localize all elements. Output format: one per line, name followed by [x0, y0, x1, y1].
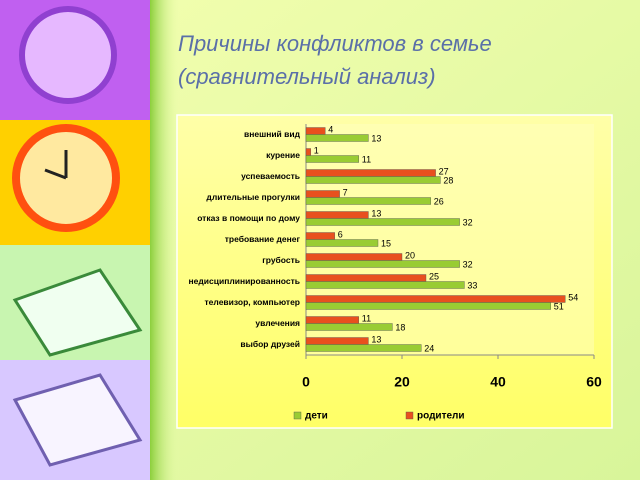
- y-tick-label: отказ в помощи по дому: [197, 213, 300, 223]
- data-label: 7: [343, 187, 348, 197]
- bar: [305, 344, 422, 352]
- data-label: 32: [463, 217, 473, 227]
- bar: [305, 155, 359, 163]
- bar: [305, 134, 369, 142]
- y-tick-label: увлечения: [255, 318, 300, 328]
- bar: [305, 239, 379, 247]
- data-label: 13: [371, 208, 381, 218]
- data-label: 54: [568, 292, 578, 302]
- y-tick-label: требование денег: [225, 234, 301, 244]
- legend-label: родители: [417, 411, 465, 422]
- data-label: 27: [439, 166, 449, 176]
- data-label: 32: [463, 259, 473, 269]
- bar: [305, 127, 326, 135]
- bar: [305, 211, 369, 219]
- data-label: 11: [362, 154, 371, 164]
- y-tick-label: телевизор, компьютер: [205, 297, 300, 307]
- bar: [305, 148, 312, 156]
- y-tick-label: курение: [266, 150, 300, 160]
- data-label: 13: [371, 334, 381, 344]
- data-label: 51: [554, 301, 564, 311]
- y-tick-label: выбор друзей: [240, 339, 300, 349]
- y-tick-label: внешний вид: [244, 129, 301, 139]
- legend-swatch: [293, 411, 302, 420]
- bar: [305, 176, 441, 184]
- data-label: 25: [429, 271, 439, 281]
- x-tick-label: 40: [490, 374, 506, 390]
- x-tick-label: 60: [586, 374, 602, 390]
- y-tick-label: длительные прогулки: [206, 192, 300, 202]
- bar: [305, 281, 465, 289]
- data-label: 26: [434, 196, 444, 206]
- y-tick-label: успеваемость: [241, 171, 300, 181]
- side-images: [0, 0, 150, 480]
- data-label: 28: [443, 175, 453, 185]
- bar: [305, 302, 552, 310]
- y-tick-label: грубость: [262, 255, 300, 265]
- data-label: 33: [467, 280, 477, 290]
- bar: [305, 169, 436, 177]
- data-label: 24: [424, 343, 434, 353]
- bar: [305, 190, 340, 198]
- bar: [305, 323, 393, 331]
- x-tick-label: 20: [394, 374, 410, 390]
- data-label: 1: [314, 145, 319, 155]
- bar: [305, 260, 460, 268]
- bar: [305, 295, 566, 303]
- y-tick-label: недисциплинированность: [189, 276, 300, 286]
- x-tick-label: 0: [302, 374, 310, 390]
- bar: [305, 337, 369, 345]
- data-label: 18: [395, 322, 405, 332]
- data-label: 11: [362, 313, 371, 323]
- bar: [305, 232, 335, 240]
- side-strip: [150, 0, 180, 480]
- bar: [305, 274, 427, 282]
- data-label: 20: [405, 250, 415, 260]
- data-label: 6: [338, 229, 343, 239]
- bar: [305, 218, 460, 226]
- bar: [305, 316, 359, 324]
- subtitle: (сравнительный анализ): [178, 64, 436, 89]
- bar: [305, 253, 403, 261]
- data-label: 13: [371, 133, 381, 143]
- data-label: 4: [328, 124, 333, 134]
- title: Причины конфликтов в семье: [178, 31, 492, 56]
- legend-label: дети: [305, 411, 328, 422]
- data-label: 15: [381, 238, 391, 248]
- bar: [305, 197, 432, 205]
- legend-swatch: [405, 411, 414, 420]
